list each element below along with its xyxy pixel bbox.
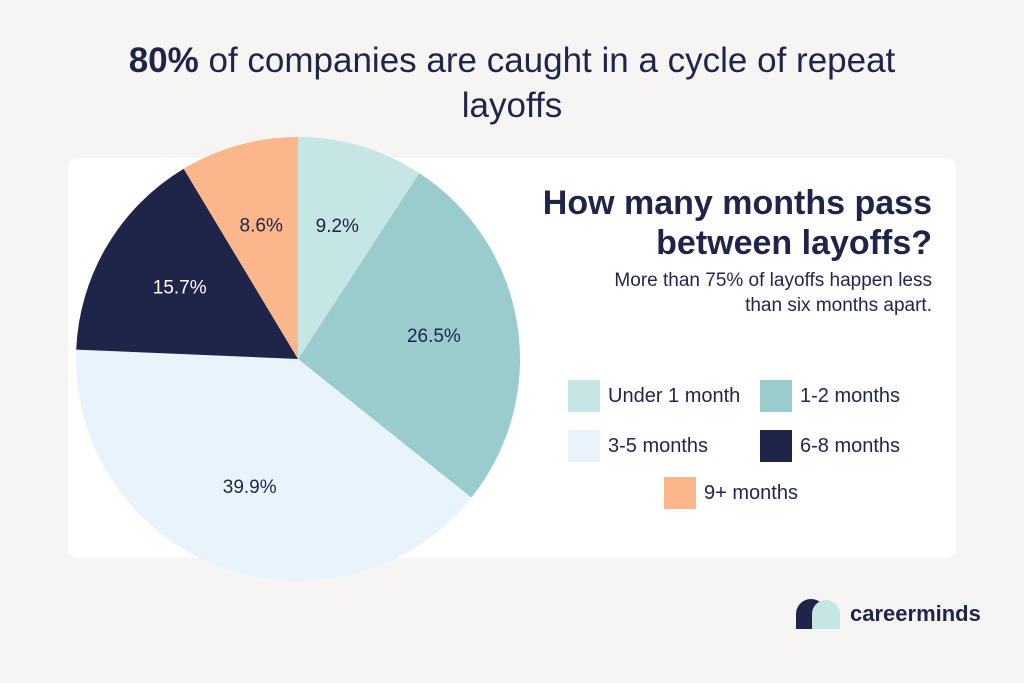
legend-item-1-2-months: 1-2 months xyxy=(760,380,900,412)
pie-slice-3-5-months xyxy=(75,349,472,582)
legend-label: 3-5 months xyxy=(608,434,709,457)
legend-label: 9+ months xyxy=(704,481,798,504)
legend-swatch xyxy=(664,477,696,509)
pie-label-6-8-months: 15.7% xyxy=(153,278,207,299)
pie-slice-under-1-month xyxy=(298,137,420,359)
chart-title-line-1: How many months pass xyxy=(542,184,932,222)
pie-label-9-plus-months: 8.6% xyxy=(240,215,283,236)
chart-title: How many months pass between layoffs? xyxy=(432,183,932,263)
legend-swatch xyxy=(568,430,600,462)
headline-line-2: layoffs xyxy=(461,86,563,125)
legend-item-3-5-months: 3-5 months xyxy=(568,430,708,462)
legend-swatch xyxy=(760,430,792,462)
careerminds-logo-icon xyxy=(796,599,840,629)
legend-label: 6-8 months xyxy=(800,434,901,457)
chart-subtitle-line-2: than six months apart. xyxy=(745,295,932,316)
chart-subtitle: More than 75% of layoffs happen less tha… xyxy=(512,268,932,318)
pie-slice-9-plus-months xyxy=(183,137,298,359)
legend-label: Under 1 month xyxy=(608,384,741,407)
legend-label: 1-2 months xyxy=(800,384,901,407)
pie-slice-6-8-months xyxy=(76,168,298,359)
legend-item-under-1-month: Under 1 month xyxy=(568,380,740,412)
chart-title-line-2: between layoffs? xyxy=(656,224,932,262)
pie-label-1-2-months: 26.5% xyxy=(407,326,461,347)
pie-label-3-5-months: 39.9% xyxy=(223,477,277,498)
chart-subtitle-line-1: More than 75% of layoffs happen less xyxy=(614,270,932,291)
legend-swatch xyxy=(760,380,792,412)
pie-label-under-1-month: 9.2% xyxy=(316,216,359,237)
headline-bold-stat: 80% xyxy=(128,41,199,80)
headline: 80% of companies are caught in a cycle o… xyxy=(0,38,1024,128)
legend-swatch xyxy=(568,380,600,412)
headline-line-1: 80% of companies are caught in a cycle o… xyxy=(0,38,1024,83)
pie-slice-1-2-months xyxy=(298,173,521,498)
headline-text: of companies are caught in a cycle of re… xyxy=(198,41,896,80)
legend-item-9-plus-months: 9+ months xyxy=(664,477,798,509)
legend-item-6-8-months: 6-8 months xyxy=(760,430,900,462)
careerminds-logo: careerminds xyxy=(796,597,981,631)
brand-name: careerminds xyxy=(850,601,981,626)
